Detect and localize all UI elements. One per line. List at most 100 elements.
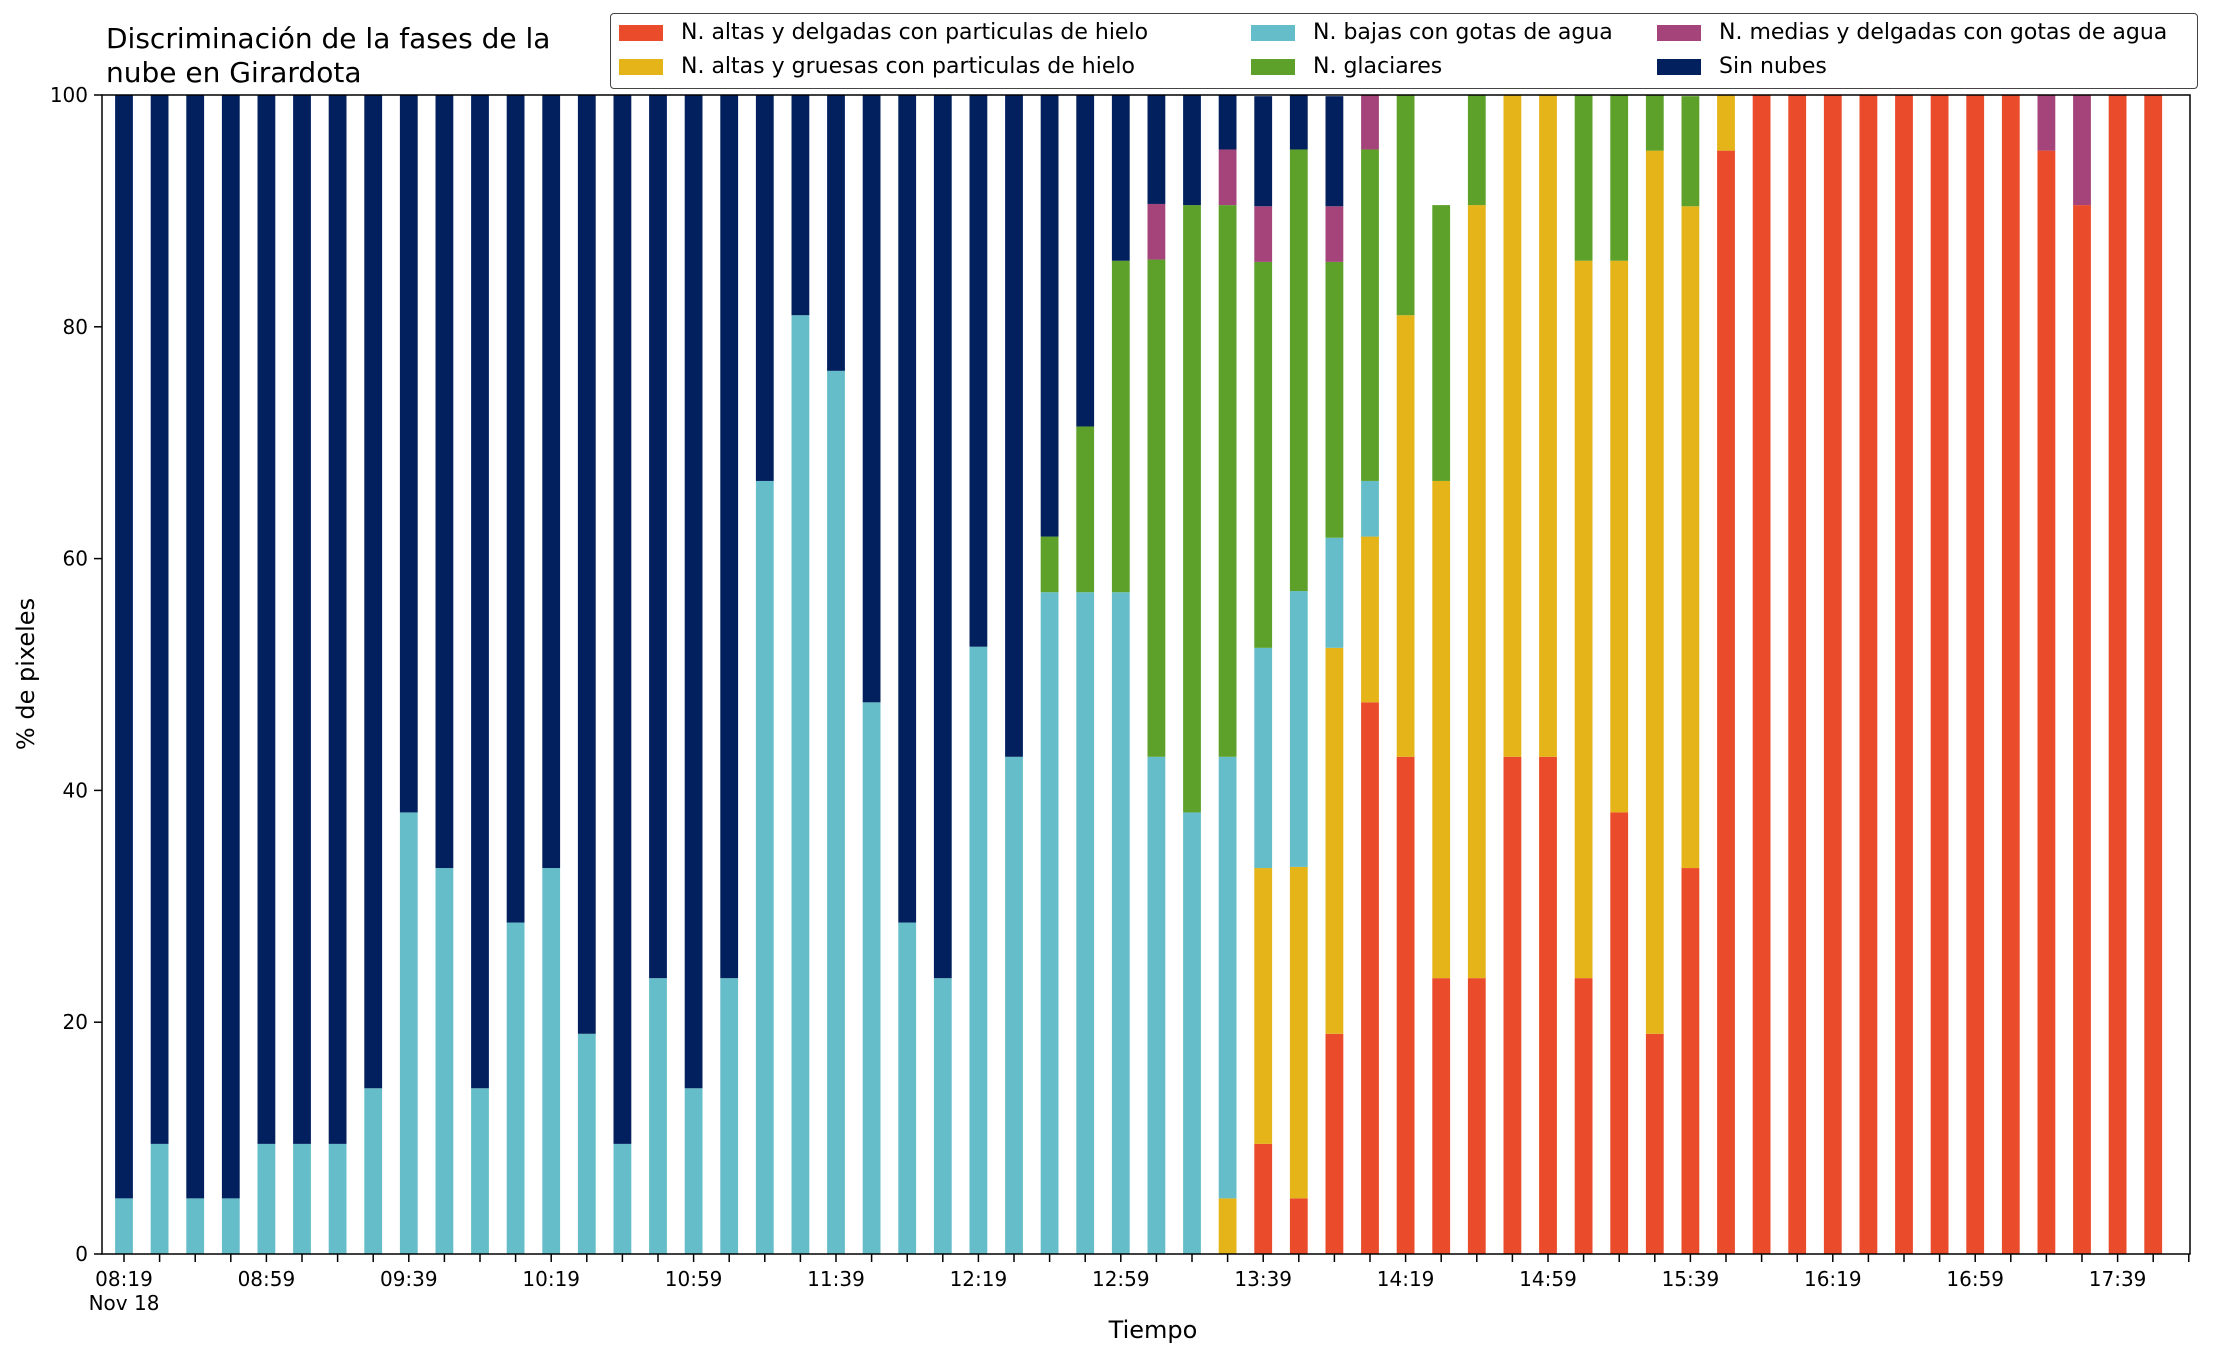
bar-segment (506, 95, 525, 923)
chart-title-line-2: nube en Girardota (106, 56, 362, 89)
bar-segment (1610, 95, 1629, 261)
bar-segment (293, 1143, 311, 1254)
bar-segment (1788, 95, 1807, 1254)
bar-segment (1218, 95, 1237, 150)
legend-item: N. altas y delgadas con particulas de hi… (619, 20, 1148, 45)
bar-segment (827, 370, 845, 1255)
bar-segment (1183, 205, 1201, 813)
bar-segment (684, 1088, 703, 1254)
legend-label: N. bajas con gotas de agua (1313, 20, 1613, 45)
bar-segment (720, 978, 739, 1254)
bar-segment (1183, 95, 1201, 206)
bar-segment (1823, 95, 1842, 1254)
bar-segment (613, 1143, 632, 1254)
chart-title-line-1: Discriminación de la fases de la (106, 22, 551, 55)
y-tick-label: 40 (63, 778, 88, 802)
bar-segment (2073, 95, 2091, 206)
bar-segment (1574, 260, 1593, 979)
x-tick-label: 12:59 (1092, 1267, 1150, 1291)
bar-segment (328, 95, 347, 1144)
bar-segment (1432, 978, 1451, 1254)
bar-segment (1361, 702, 1379, 1254)
bar-segment (1717, 150, 1735, 1254)
bar-segment (1040, 536, 1059, 593)
bar-segment (2073, 205, 2091, 1255)
bar-segment (1467, 978, 1486, 1254)
bar-segment (649, 978, 667, 1254)
bar-segment (150, 1143, 169, 1254)
bars-group (115, 95, 2163, 1255)
bar-segment (1396, 95, 1415, 316)
legend-label: N. altas y gruesas con particulas de hie… (681, 54, 1135, 79)
x-tick-label: 10:59 (665, 1267, 723, 1291)
bar-segment (1289, 591, 1308, 867)
bar-segment (186, 1198, 205, 1254)
bar-segment (1005, 756, 1023, 1254)
bar-segment (1717, 95, 1735, 151)
bar-segment (1076, 95, 1095, 427)
bar-segment (898, 922, 917, 1254)
bar-segment (1610, 812, 1629, 1254)
bar-segment (1539, 756, 1557, 1254)
bar-segment (791, 95, 810, 316)
bar-segment (1681, 868, 1700, 1254)
bar-segment (221, 95, 240, 1199)
bar-segment (364, 1088, 383, 1254)
bar-segment (471, 1088, 489, 1254)
bar-segment (1218, 205, 1237, 757)
bar-segment (1254, 96, 1273, 207)
bar-segment (1361, 536, 1379, 703)
bar-segment (898, 95, 917, 923)
bar-segment (755, 95, 774, 481)
x-tick-label: 12:19 (950, 1267, 1008, 1291)
legend-item: N. glaciares (1251, 54, 1442, 79)
bar-segment (2037, 150, 2056, 1254)
bar-segment (115, 95, 133, 1199)
bar-segment (1645, 95, 1664, 151)
legend-swatch (1657, 58, 1701, 75)
bar-segment (506, 922, 525, 1254)
bar-segment (2037, 95, 2056, 151)
x-date-label: Nov 18 (89, 1291, 160, 1315)
bar-segment (1005, 95, 1023, 757)
bar-segment (1325, 1033, 1344, 1254)
bar-segment (969, 95, 988, 647)
bar-segment (1895, 95, 1913, 1254)
bar-segment (1574, 95, 1593, 261)
bar-segment (257, 95, 276, 1144)
bar-segment (1254, 261, 1273, 648)
bar-segment (1361, 149, 1379, 481)
x-tick-label: 16:19 (1804, 1267, 1862, 1291)
y-axis-label: % de pixeles (12, 598, 40, 750)
bar-segment (969, 646, 988, 1254)
bar-segment (1254, 647, 1273, 869)
bar-segment (577, 95, 596, 1034)
bar-segment (1396, 315, 1415, 757)
bar-segment (542, 868, 561, 1254)
bar-segment (221, 1198, 240, 1254)
bar-segment (150, 95, 169, 1144)
bar-segment (1574, 978, 1593, 1254)
bar-segment (1966, 95, 1985, 1254)
legend-label: N. medias y delgadas con gotas de agua (1719, 20, 2168, 45)
bar-segment (1325, 647, 1344, 1034)
bar-segment (1076, 426, 1095, 593)
y-tick-label: 20 (63, 1010, 88, 1034)
y-axis: 0 20 40 60 80 100 (50, 83, 102, 1266)
bar-segment (1610, 260, 1629, 813)
bar-segment (1218, 149, 1237, 206)
bar-segment (827, 95, 845, 371)
bar-segment (1254, 868, 1273, 1144)
bar-segment (1396, 756, 1415, 1254)
y-tick-label: 100 (50, 83, 88, 107)
y-tick-label: 0 (75, 1242, 88, 1266)
bar-segment (1111, 95, 1130, 261)
bar-segment (1859, 95, 1878, 1254)
bar-segment (435, 95, 454, 869)
bar-segment (399, 812, 418, 1254)
y-tick-label: 80 (63, 315, 88, 339)
x-tick-label: 13:39 (1234, 1267, 1292, 1291)
bar-segment (1645, 1033, 1664, 1254)
bar-segment (1254, 206, 1273, 262)
